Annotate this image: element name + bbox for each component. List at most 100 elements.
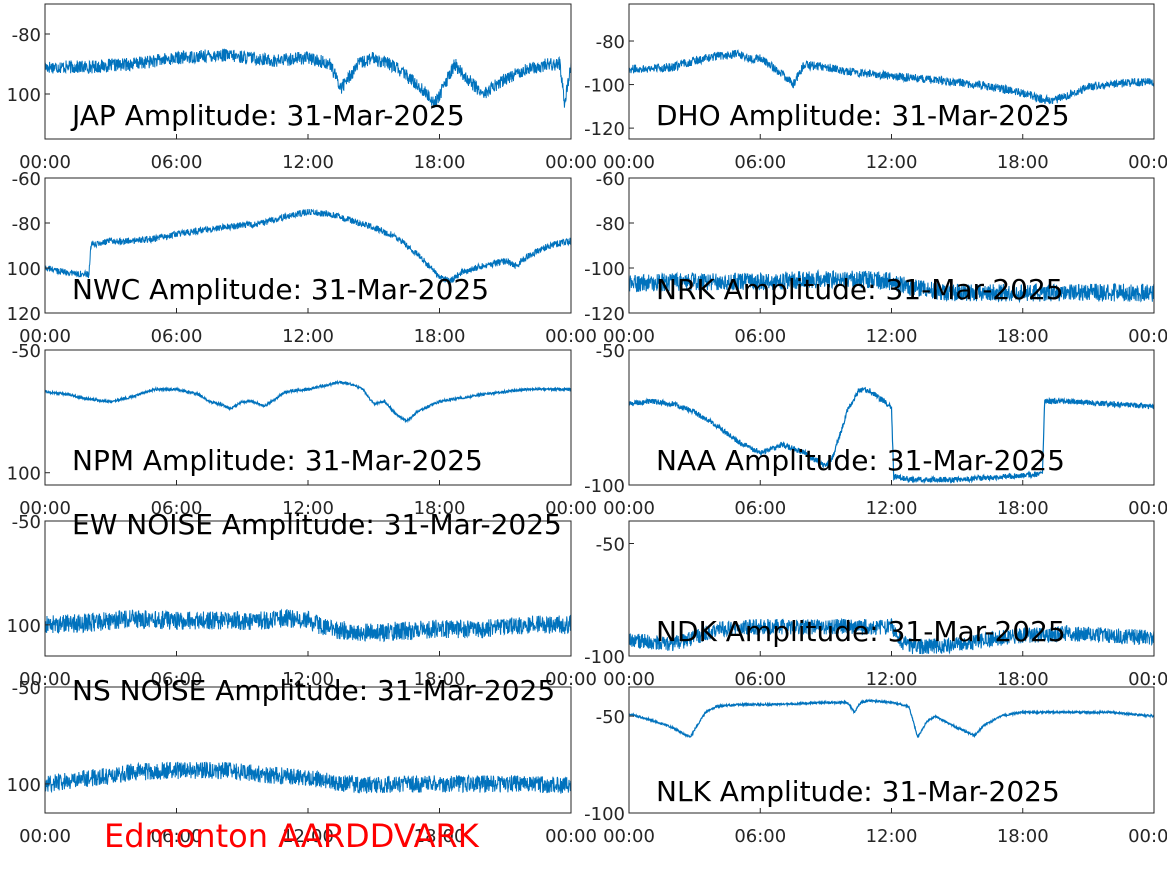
x-tick-label: 00:00 <box>545 498 597 519</box>
x-tick-label: 06:00 <box>734 669 786 690</box>
x-tick-label: 12:00 <box>282 326 334 347</box>
x-tick-label: 12:00 <box>866 826 918 847</box>
x-tick-label: 00:00 <box>19 152 71 173</box>
chart-title: NAA Amplitude: 31-Mar-2025 <box>656 444 1065 477</box>
y-tick-label: -60 <box>12 169 41 190</box>
x-tick-label: 00:00 <box>603 326 655 347</box>
x-tick-label: 00:00 <box>1128 498 1167 519</box>
amplitude-trace <box>629 698 1154 739</box>
y-tick-label: -100 <box>584 647 625 668</box>
amplitude-trace <box>45 761 571 794</box>
chart-title: NRK Amplitude: 31-Mar-2025 <box>656 273 1064 306</box>
x-tick-label: 00:00 <box>19 826 71 847</box>
x-tick-label: 00:00 <box>545 152 597 173</box>
y-tick-label: -50 <box>12 678 41 699</box>
x-tick-label: 00:00 <box>1128 152 1167 173</box>
y-tick-label: -80 <box>12 214 41 235</box>
y-tick-label: -50 <box>12 341 41 362</box>
x-tick-label: 00:00 <box>545 826 597 847</box>
y-tick-label: -100 <box>584 259 625 280</box>
x-tick-label: 12:00 <box>866 669 918 690</box>
amplitude-trace <box>629 386 1154 485</box>
x-tick-label: 06:00 <box>734 152 786 173</box>
x-tick-label: 18:00 <box>414 826 466 847</box>
x-tick-label: 06:00 <box>734 326 786 347</box>
x-tick-label: 00:00 <box>19 498 71 519</box>
x-tick-label: 18:00 <box>414 326 466 347</box>
x-tick-label: 06:00 <box>151 669 203 690</box>
x-tick-label: 00:00 <box>545 326 597 347</box>
amplitude-trace <box>45 48 571 109</box>
amplitude-trace <box>45 608 571 643</box>
chart-title: JAP Amplitude: 31-Mar-2025 <box>70 99 465 132</box>
x-tick-label: 18:00 <box>997 498 1049 519</box>
y-tick-label: -100 <box>584 76 625 97</box>
y-tick-label: 100 <box>7 259 41 280</box>
y-tick-label: -100 <box>584 476 625 497</box>
chart-panel-8: -50 100 00:00 06:00 12:00 18:00 00:00 NS NOISE … <box>7 674 597 847</box>
y-tick-label: 100 <box>7 85 41 106</box>
x-tick-label: 12:00 <box>866 326 918 347</box>
y-tick-label: -50 <box>596 341 625 362</box>
chart-title: EW NOISE Amplitude: 31-Mar-2025 <box>72 508 562 541</box>
y-tick-label: -50 <box>596 707 625 728</box>
x-tick-label: 06:00 <box>734 826 786 847</box>
x-tick-label: 12:00 <box>282 152 334 173</box>
x-tick-label: 00:00 <box>1128 326 1167 347</box>
y-tick-label: 120 <box>7 304 41 325</box>
y-tick-label: 100 <box>7 616 41 637</box>
amplitude-trace <box>629 269 1154 304</box>
chart-panel-3: -60-80-100-12000:0006:0012:0018:0000:00N… <box>584 169 1167 347</box>
x-tick-label: 12:00 <box>866 152 918 173</box>
chart-title: NDK Amplitude: 31-Mar-2025 <box>656 615 1066 648</box>
y-tick-label: -80 <box>12 25 41 46</box>
x-tick-label: 12:00 <box>282 498 334 519</box>
x-tick-label: 18:00 <box>997 826 1049 847</box>
x-tick-label: 00:00 <box>603 826 655 847</box>
x-tick-label: 00:00 <box>545 669 597 690</box>
x-tick-label: 06:00 <box>734 498 786 519</box>
y-tick-label: -100 <box>584 804 625 825</box>
amplitude-trace <box>45 379 571 424</box>
y-tick-label: 100 <box>7 775 41 796</box>
x-tick-label: 18:00 <box>414 498 466 519</box>
x-tick-label: 18:00 <box>997 669 1049 690</box>
x-tick-label: 00:00 <box>1128 669 1167 690</box>
chart-panel-6: -50 100 00:00 06:00 12:00 18:00 00:00 EW NOISE … <box>7 508 597 690</box>
y-tick-label: -80 <box>596 32 625 53</box>
chart-title: NLK Amplitude: 31-Mar-2025 <box>656 775 1060 808</box>
y-tick-label: -80 <box>596 214 625 235</box>
amplitude-trace <box>629 617 1154 655</box>
x-tick-label: 18:00 <box>997 326 1049 347</box>
y-tick-label: 100 <box>7 464 41 485</box>
y-tick-label: -120 <box>584 304 625 325</box>
x-tick-label: 00:00 <box>19 669 71 690</box>
x-tick-label: 18:00 <box>414 669 466 690</box>
x-tick-label: 00:00 <box>1128 826 1167 847</box>
chart-panel-0: -80 100 00:00 06:00 12:00 18:00 00:00 JAP Ampli… <box>7 3 597 173</box>
x-tick-label: 00:00 <box>603 669 655 690</box>
amplitude-trace <box>629 49 1154 105</box>
station-label: Edmonton AARDDVARK <box>104 817 479 855</box>
chart-title: DHO Amplitude: 31-Mar-2025 <box>656 99 1070 132</box>
y-tick-label: -60 <box>596 169 625 190</box>
chart-title: NWC Amplitude: 31-Mar-2025 <box>72 273 489 306</box>
amplitude-trace <box>45 208 571 285</box>
x-tick-label: 06:00 <box>151 498 203 519</box>
x-tick-label: 12:00 <box>282 669 334 690</box>
x-tick-label: 06:00 <box>151 326 203 347</box>
x-tick-label: 12:00 <box>866 498 918 519</box>
chart-panel-1: -80-100-12000:0006:0012:0018:0000:00DHO … <box>584 3 1167 173</box>
chart-title: NS NOISE Amplitude: 31-Mar-2025 <box>72 674 555 707</box>
x-tick-label: 12:00 <box>282 826 334 847</box>
x-tick-label: 18:00 <box>414 152 466 173</box>
x-tick-label: 06:00 <box>151 826 203 847</box>
x-tick-label: 18:00 <box>997 152 1049 173</box>
